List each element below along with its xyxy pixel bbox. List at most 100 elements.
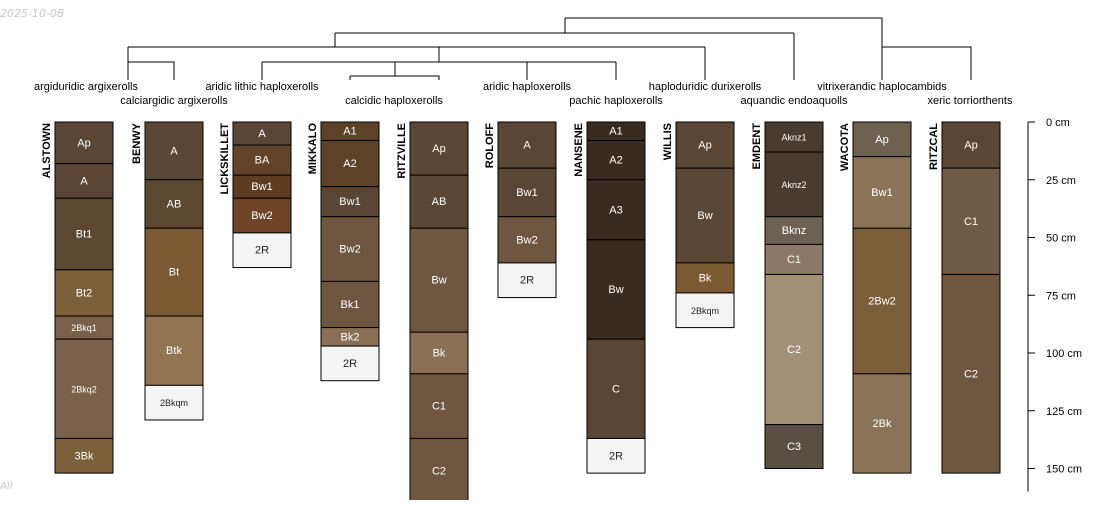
depth-tick-label: 50 cm bbox=[1046, 233, 1076, 245]
horizon-label: Bw1 bbox=[871, 187, 892, 199]
horizon-label: Ap bbox=[77, 137, 90, 149]
horizon-label: Bk1 bbox=[341, 299, 360, 311]
horizon-block bbox=[675, 167, 735, 264]
horizon-block bbox=[320, 216, 380, 282]
horizon-label: Bt bbox=[169, 267, 179, 279]
taxon-label: aridic haploxerolls bbox=[483, 81, 572, 93]
horizon-block bbox=[144, 227, 204, 317]
taxon-label: aridic lithic haploxerolls bbox=[205, 81, 319, 93]
soil-profile: Aknz1 Aknz2 Bknz C1 C2 C3 EMDENT bbox=[751, 121, 824, 469]
horizon-label: Bw2 bbox=[339, 244, 360, 256]
horizon-block bbox=[54, 163, 114, 199]
horizon-label: AB bbox=[432, 196, 447, 208]
horizon-label: Bw2 bbox=[516, 234, 537, 246]
horizon-label: Ap bbox=[964, 140, 977, 152]
horizon-label: Bk bbox=[433, 348, 446, 360]
profile-id-label: EMDENT bbox=[751, 123, 763, 170]
horizon-label: 3Bk bbox=[75, 450, 94, 462]
horizon-block bbox=[675, 121, 735, 169]
profile-id-label: WILLIS bbox=[662, 123, 674, 160]
horizon-label: C bbox=[612, 383, 620, 395]
horizon-block bbox=[764, 121, 824, 153]
taxon-label: xeric torriorthents bbox=[928, 95, 1013, 107]
horizon-label: A2 bbox=[343, 158, 356, 170]
profile-id-label: WACOTA bbox=[839, 123, 851, 171]
horizon-label: Bk bbox=[699, 272, 712, 284]
soil-profile: Ap A Bt1 Bt2 2Bkq1 2Bkq2 3Bk ALSTOWN bbox=[41, 121, 114, 474]
horizon-label: 2Bw2 bbox=[868, 296, 896, 308]
horizon-label: A1 bbox=[609, 126, 622, 138]
horizon-label: 2Bkqm bbox=[691, 306, 719, 316]
soil-profile: A1 A2 A3 Bw C 2R NANSENE bbox=[573, 121, 646, 474]
soil-profile: Ap C1 C2 RITZCAL bbox=[928, 121, 1001, 474]
soil-profile: A BA Bw1 Bw2 2R LICKSKILLET bbox=[219, 121, 292, 269]
horizon-label: Bw2 bbox=[251, 210, 272, 222]
horizon-block bbox=[586, 437, 646, 474]
depth-tick-label: 150 cm bbox=[1046, 464, 1082, 476]
horizon-block bbox=[144, 384, 204, 421]
horizon-block bbox=[497, 167, 557, 218]
horizon-label: 2Bkq1 bbox=[71, 323, 97, 333]
taxon-label: vitrixerandic haplocambids bbox=[817, 81, 947, 93]
horizon-block bbox=[232, 144, 292, 176]
taxon-label: haploduridic durixerolls bbox=[649, 81, 762, 93]
horizon-label: Aknz2 bbox=[781, 180, 806, 190]
horizon-label: BA bbox=[255, 155, 270, 167]
profile-id-label: RITZVILLE bbox=[396, 123, 408, 179]
soil-profile: A Bw1 Bw2 2R ROLOFF bbox=[484, 121, 557, 299]
horizon-block bbox=[497, 216, 557, 264]
horizon-block bbox=[144, 121, 204, 181]
horizon-block bbox=[144, 315, 204, 386]
horizon-block bbox=[764, 424, 824, 469]
soil-profile: A AB Bt Btk 2Bkqm BENWY bbox=[131, 121, 204, 421]
soil-profiles: Ap A Bt1 Bt2 2Bkq1 2Bkq2 3Bk ALSTOWN A AB Bt Btk 2Bk… bbox=[41, 121, 1001, 504]
horizon-block bbox=[54, 121, 114, 165]
taxonomy-labels: argiduridic argixerolls calciargidic argi… bbox=[34, 81, 1013, 107]
horizon-label: Btk bbox=[166, 345, 182, 357]
horizon-label: Bknz bbox=[782, 225, 806, 237]
profile-id-label: MIKKALO bbox=[307, 123, 319, 175]
horizon-label: Bk2 bbox=[341, 331, 360, 343]
dendrogram bbox=[127, 17, 972, 80]
horizon-block bbox=[320, 345, 380, 382]
horizon-block bbox=[941, 121, 1001, 169]
horizon-block bbox=[232, 232, 292, 269]
horizon-label: Bw bbox=[697, 210, 712, 222]
horizon-label: Bt1 bbox=[76, 229, 93, 241]
horizon-label: A3 bbox=[609, 204, 622, 216]
profile-id-label: ALSTOWN bbox=[41, 123, 53, 178]
footnote-text: All bbox=[0, 481, 13, 492]
horizon-block bbox=[497, 262, 557, 299]
horizon-block bbox=[144, 179, 204, 229]
horizon-label: 2Bkqm bbox=[160, 398, 188, 408]
horizon-label: 2R bbox=[520, 275, 534, 287]
horizon-label: Ap bbox=[698, 140, 711, 152]
soil-profile: A1 A2 Bw1 Bw2 Bk1 Bk2 2R MIKKALO bbox=[307, 121, 380, 382]
taxon-label: argiduridic argixerolls bbox=[34, 81, 138, 93]
taxon-label: aquandic endoaquolls bbox=[740, 95, 848, 107]
horizon-label: A bbox=[523, 140, 531, 152]
soil-profile: Ap Bw1 2Bw2 2Bk WACOTA bbox=[839, 121, 912, 474]
horizon-block bbox=[852, 373, 912, 474]
horizon-label: Aknz1 bbox=[781, 133, 806, 143]
taxon-label: pachic haploxerolls bbox=[569, 95, 663, 107]
depth-axis: 0 cm 25 cm 50 cm 75 cm 100 cm 125 cm 150 cm bbox=[1027, 117, 1082, 492]
horizon-label: A bbox=[258, 128, 266, 140]
horizon-label: C2 bbox=[964, 368, 978, 380]
depth-tick-label: 0 cm bbox=[1046, 117, 1070, 129]
horizon-block bbox=[675, 262, 735, 294]
horizon-label: A2 bbox=[609, 155, 622, 167]
horizon-block bbox=[586, 179, 646, 241]
horizon-label: C1 bbox=[432, 401, 446, 413]
taxon-label: calcidic haploxerolls bbox=[345, 95, 443, 107]
horizon-block bbox=[764, 243, 824, 275]
horizon-label: A1 bbox=[343, 126, 356, 138]
horizon-block bbox=[941, 167, 1001, 275]
horizon-block bbox=[409, 227, 469, 333]
horizon-block bbox=[320, 280, 380, 329]
horizon-label: Ap bbox=[875, 134, 888, 146]
horizon-label: C3 bbox=[787, 441, 801, 453]
horizon-label: 2R bbox=[609, 450, 623, 462]
taxon-label: calciargidic argixerolls bbox=[120, 95, 228, 107]
